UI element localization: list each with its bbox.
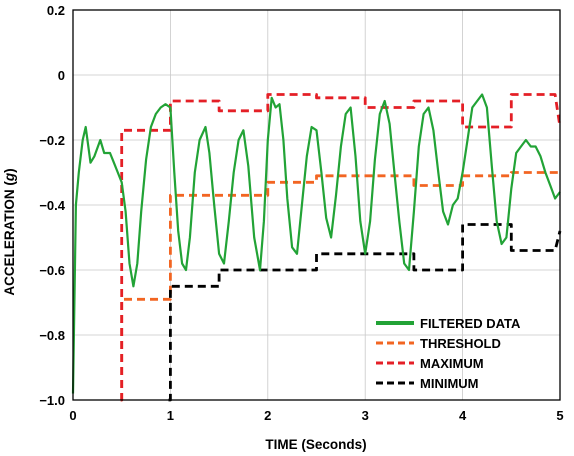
- x-axis-label: TIME (Seconds): [265, 437, 366, 452]
- legend-label: MINIMUM: [420, 376, 479, 391]
- x-tick-label: 2: [264, 408, 271, 423]
- plot-frame: [72, 9, 561, 401]
- y-tick-label: −0.8: [39, 328, 65, 343]
- y-tick-label: 0: [58, 68, 65, 83]
- series-threshold: [120, 171, 560, 402]
- y-tick-label: −0.2: [39, 133, 65, 148]
- x-tick-label: 0: [69, 408, 76, 423]
- series-filtered-data: [71, 93, 561, 394]
- legend-label: FILTERED DATA: [420, 316, 521, 331]
- y-tick-label: −0.6: [39, 263, 65, 278]
- y-axis-label: ACCELERATION (g): [2, 168, 17, 295]
- y-tick-label: −1.0: [39, 393, 65, 408]
- legend-label: MAXIMUM: [420, 356, 484, 371]
- x-tick-label: 1: [167, 408, 174, 423]
- y-tick-label: −0.4: [39, 198, 65, 213]
- legend: FILTERED DATA THRESHOLD MAXIMUM MINIMUM: [376, 316, 521, 391]
- x-tick-label: 4: [459, 408, 467, 423]
- x-tick-label: 5: [556, 408, 563, 423]
- series-layer: [71, 93, 562, 402]
- legend-label: THRESHOLD: [420, 336, 501, 351]
- axis-ticks: 0 1 2 3 4 5 0.2 0 −0.2 −0.4 −0.6 −0.8 −1.0: [39, 3, 563, 423]
- x-tick-label: 3: [362, 408, 369, 423]
- y-tick-label: 0.2: [47, 3, 65, 18]
